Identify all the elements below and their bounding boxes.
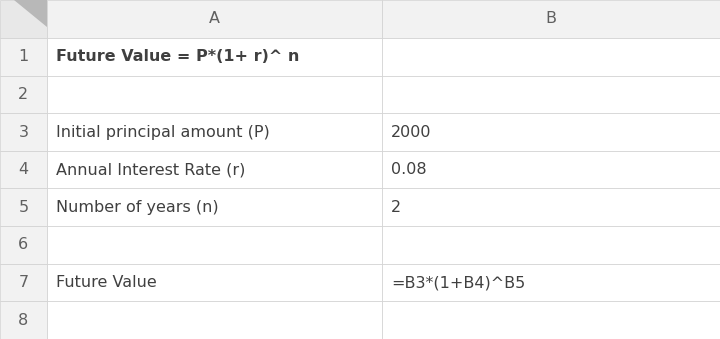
Bar [382, 113, 720, 151]
Text: 5: 5 [18, 200, 29, 215]
Bar [382, 38, 720, 76]
Text: 6: 6 [18, 237, 29, 253]
Bar [382, 76, 720, 113]
Bar [47, 188, 382, 226]
Bar [0, 301, 47, 339]
Text: Future Value = P*(1+ r)^ n: Future Value = P*(1+ r)^ n [56, 49, 300, 64]
Text: Initial principal amount (P): Initial principal amount (P) [56, 124, 270, 140]
Text: Annual Interest Rate (r): Annual Interest Rate (r) [56, 162, 246, 177]
Bar [0, 38, 47, 76]
Bar [0, 264, 47, 301]
Bar [0, 151, 47, 188]
Bar [382, 226, 720, 264]
Text: 0.08: 0.08 [391, 162, 426, 177]
Text: 3: 3 [19, 124, 28, 140]
Text: 2: 2 [391, 200, 401, 215]
Text: 2000: 2000 [391, 124, 431, 140]
Text: 7: 7 [18, 275, 29, 290]
Bar [47, 264, 382, 301]
Bar [0, 226, 47, 264]
Bar [382, 0, 720, 38]
Polygon shape [14, 0, 47, 26]
Bar [382, 188, 720, 226]
Bar [0, 188, 47, 226]
Bar [382, 301, 720, 339]
Bar [0, 0, 47, 38]
Bar [47, 226, 382, 264]
Bar [382, 264, 720, 301]
Bar [382, 151, 720, 188]
Text: A: A [209, 12, 220, 26]
Text: =B3*(1+B4)^B5: =B3*(1+B4)^B5 [391, 275, 525, 290]
Bar [47, 151, 382, 188]
Text: 2: 2 [18, 87, 29, 102]
Text: Number of years (n): Number of years (n) [56, 200, 219, 215]
Bar [0, 76, 47, 113]
Bar [47, 301, 382, 339]
Bar [47, 38, 382, 76]
Bar [47, 0, 382, 38]
Text: 1: 1 [18, 49, 29, 64]
Text: B: B [545, 12, 557, 26]
Bar [47, 113, 382, 151]
Text: 4: 4 [18, 162, 29, 177]
Text: Future Value: Future Value [56, 275, 157, 290]
Bar [47, 76, 382, 113]
Text: 8: 8 [18, 313, 29, 328]
Bar [0, 113, 47, 151]
